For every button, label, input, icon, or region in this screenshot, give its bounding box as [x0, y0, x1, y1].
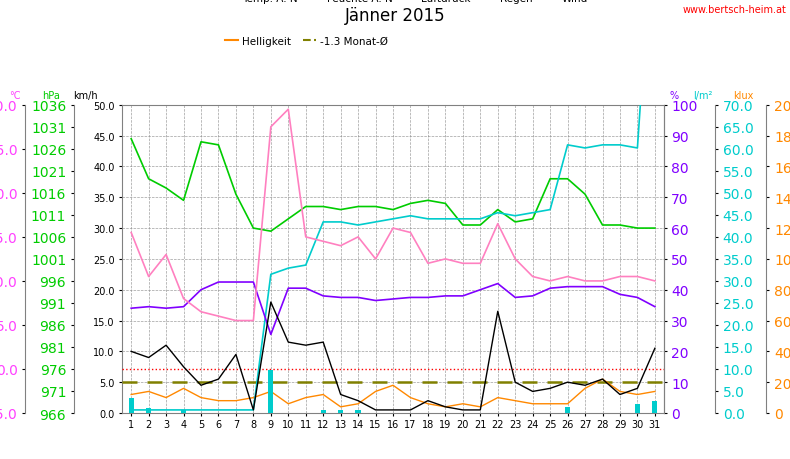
- Text: km/h: km/h: [73, 91, 98, 101]
- Bar: [269, 370, 273, 413]
- Text: %: %: [670, 91, 679, 101]
- Bar: [635, 404, 640, 413]
- Bar: [181, 410, 186, 413]
- Text: Jänner 2015: Jänner 2015: [344, 7, 446, 25]
- Bar: [565, 407, 570, 413]
- Legend: Helligkeit, -1.3 Monat-Ø: Helligkeit, -1.3 Monat-Ø: [225, 37, 388, 47]
- Bar: [146, 408, 151, 413]
- Text: l/m²: l/m²: [694, 91, 713, 101]
- Text: °C: °C: [9, 91, 21, 101]
- Bar: [338, 410, 344, 413]
- Bar: [356, 410, 361, 413]
- Text: hPa: hPa: [42, 91, 60, 101]
- Text: www.bertsch-heim.at: www.bertsch-heim.at: [683, 5, 786, 15]
- Bar: [321, 410, 325, 413]
- Bar: [653, 401, 657, 413]
- Bar: [129, 397, 134, 413]
- Text: klux: klux: [733, 91, 754, 101]
